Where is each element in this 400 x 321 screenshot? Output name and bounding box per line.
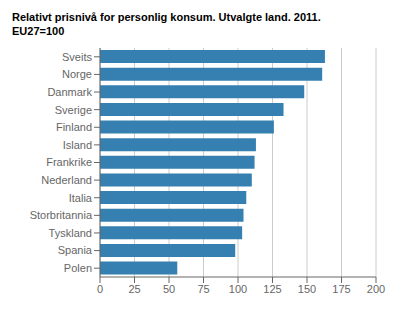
svg-text:Spania: Spania bbox=[58, 244, 93, 256]
svg-text:0: 0 bbox=[97, 283, 103, 295]
svg-text:Island: Island bbox=[63, 139, 92, 151]
svg-text:75: 75 bbox=[197, 283, 209, 295]
svg-text:175: 175 bbox=[332, 283, 350, 295]
svg-text:125: 125 bbox=[263, 283, 281, 295]
svg-text:Italia: Italia bbox=[69, 192, 93, 204]
svg-text:Finland: Finland bbox=[56, 121, 92, 133]
svg-text:Sverige: Sverige bbox=[55, 104, 92, 116]
svg-text:Norge: Norge bbox=[62, 68, 92, 80]
svg-text:Polen: Polen bbox=[64, 262, 92, 274]
svg-text:Nederland: Nederland bbox=[41, 174, 92, 186]
svg-text:Danmark: Danmark bbox=[47, 86, 92, 98]
svg-text:Tyskland: Tyskland bbox=[49, 227, 92, 239]
svg-text:100: 100 bbox=[229, 283, 247, 295]
svg-text:25: 25 bbox=[128, 283, 140, 295]
svg-text:150: 150 bbox=[298, 283, 316, 295]
svg-text:Sveits: Sveits bbox=[62, 51, 92, 63]
svg-text:Frankrike: Frankrike bbox=[46, 156, 92, 168]
html-text:EU27=100: EU27=100 bbox=[12, 25, 65, 37]
svg-text:50: 50 bbox=[163, 283, 175, 295]
svg-text:Storbritannia: Storbritannia bbox=[30, 209, 93, 221]
svg-text:200: 200 bbox=[367, 283, 385, 295]
html-text:Relativt prisnivå for personli: Relativt prisnivå for personlig konsum. … bbox=[12, 11, 321, 23]
